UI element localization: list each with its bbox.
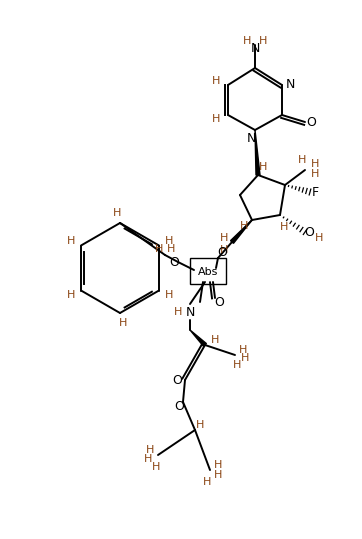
Text: H: H [165, 291, 173, 301]
Text: H: H [214, 460, 222, 470]
Text: O: O [214, 295, 224, 308]
Polygon shape [231, 220, 252, 243]
Text: H: H [146, 445, 154, 455]
Text: H: H [167, 244, 175, 254]
Text: H: H [239, 345, 247, 355]
Text: N: N [246, 132, 256, 144]
Text: H: H [243, 36, 251, 46]
Text: O: O [172, 374, 182, 386]
Text: H: H [280, 222, 288, 232]
Text: H: H [165, 236, 173, 245]
Text: O: O [217, 245, 227, 259]
Text: H: H [233, 360, 241, 370]
Text: H: H [211, 335, 219, 345]
Text: O: O [306, 115, 316, 128]
Polygon shape [255, 130, 260, 175]
Text: H: H [67, 291, 75, 301]
Text: H: H [259, 162, 267, 172]
Polygon shape [190, 330, 206, 347]
Text: H: H [214, 470, 222, 480]
Text: O: O [304, 225, 314, 238]
Text: H: H [241, 353, 249, 363]
Text: N: N [250, 42, 260, 54]
FancyBboxPatch shape [190, 258, 226, 284]
Text: H: H [315, 233, 323, 243]
Text: H: H [67, 236, 75, 245]
Text: H: H [311, 159, 319, 169]
Text: O: O [174, 399, 184, 412]
Text: H: H [174, 307, 182, 317]
Text: H: H [152, 462, 160, 472]
Text: H: H [212, 114, 220, 124]
Text: N: N [185, 306, 195, 319]
Text: O: O [169, 255, 179, 268]
Text: H: H [220, 233, 228, 243]
Text: H: H [155, 244, 163, 254]
Text: H: H [240, 221, 248, 231]
Text: H: H [144, 454, 152, 464]
Text: H: H [196, 420, 204, 430]
Text: Abs: Abs [198, 267, 218, 277]
Text: N: N [285, 79, 295, 92]
Text: H: H [259, 36, 267, 46]
Text: H: H [119, 318, 127, 328]
Text: F: F [311, 185, 319, 198]
Text: H: H [203, 477, 211, 487]
Text: H: H [113, 208, 121, 218]
Text: H: H [212, 76, 220, 86]
Text: H: H [311, 169, 319, 179]
Text: H: H [298, 155, 306, 165]
Text: H: H [220, 245, 228, 255]
